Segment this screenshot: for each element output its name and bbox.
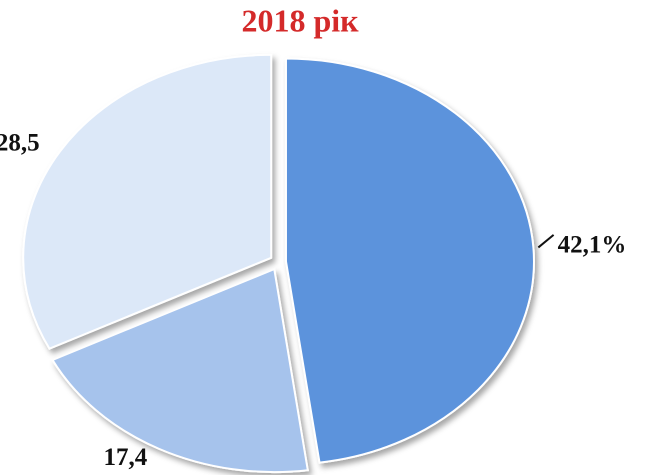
data-label: 17,4 xyxy=(103,444,147,471)
pie-slice xyxy=(51,267,309,474)
leader-line xyxy=(537,234,555,249)
pie-slice xyxy=(22,53,273,350)
pie-slice xyxy=(284,57,535,464)
data-label: 42,1% xyxy=(558,232,627,259)
pie xyxy=(22,53,535,474)
data-label: 28,5 xyxy=(0,129,40,156)
chart-title: 2018 рік xyxy=(241,2,359,38)
